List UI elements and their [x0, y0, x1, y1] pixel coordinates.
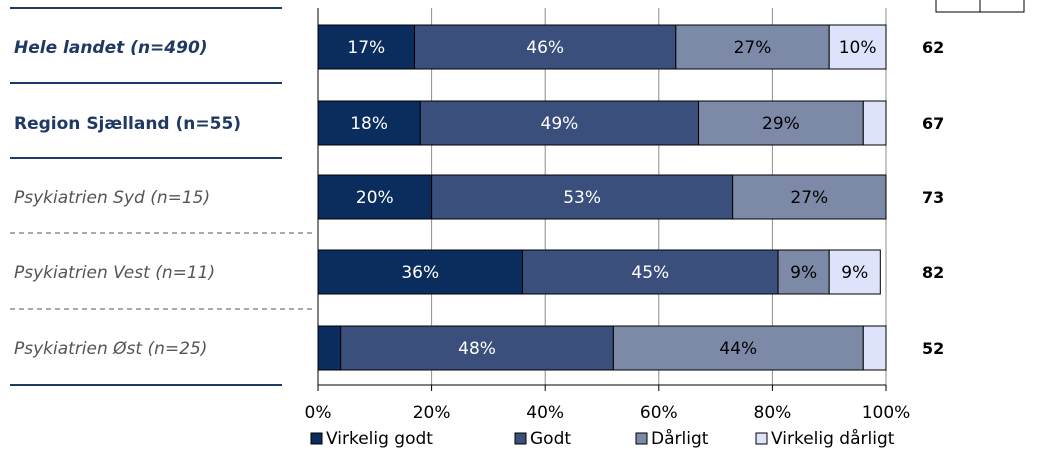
bar-segment	[340, 325, 614, 371]
legend-swatch	[514, 432, 527, 445]
bar-segment	[698, 100, 864, 146]
bar-segment	[317, 325, 342, 371]
category-label: Psykiatrien Vest (n=11)	[14, 263, 215, 283]
score-value: 62	[922, 38, 944, 57]
bar-segment	[317, 100, 421, 146]
x-axis: 0% 20% 40% 60% 80% 100%	[305, 8, 911, 423]
bars: 17% 46% 27% 10% 18% 49% 29% 20% 53% 27% 36% 45% 9% 9%…	[317, 24, 887, 371]
bar-segment	[862, 325, 887, 371]
legend-label: Dårligt	[651, 428, 709, 449]
legend: Virkelig godt Godt Dårligt Virkelig dårligt	[310, 428, 895, 449]
bar-segment	[419, 100, 700, 146]
bar-data-label: 27%	[790, 188, 828, 208]
legend-swatch	[635, 432, 648, 445]
bar-segment	[732, 174, 887, 220]
x-tick-label: 100%	[862, 403, 911, 423]
category-label: Psykiatrien Øst (n=25)	[14, 339, 207, 359]
bar-segment	[414, 24, 677, 70]
bar-data-label: 49%	[541, 114, 579, 134]
score-value: 67	[922, 114, 944, 133]
score-value: 82	[922, 263, 944, 282]
legend-label: Virkelig dårligt	[771, 428, 895, 449]
category-label: Psykiatrien Syd (n=15)	[14, 188, 210, 208]
bar-segment	[431, 174, 734, 220]
category-label: Hele landet (n=490)	[14, 38, 208, 58]
x-tick-label: 60%	[640, 403, 678, 423]
bar-data-label: 20%	[356, 188, 394, 208]
x-tick-label: 40%	[526, 403, 564, 423]
bar-segment	[612, 325, 864, 371]
legend-label: Godt	[530, 429, 571, 449]
bar-data-label: 46%	[526, 38, 564, 58]
bar-segment	[777, 249, 830, 295]
bar-segment	[828, 24, 887, 70]
bar-segment	[317, 24, 416, 70]
legend-label: Virkelig godt	[326, 429, 433, 449]
category-labels: Hele landet (n=490) Region Sjælland (n=55…	[14, 38, 241, 359]
bar-data-label: 9%	[790, 263, 817, 283]
bar-segment	[521, 249, 779, 295]
bar-data-label: 48%	[458, 339, 496, 359]
x-tick-label: 20%	[413, 403, 451, 423]
bar-segment	[862, 100, 887, 146]
scores: 62 67 73 82 52	[922, 38, 944, 358]
bar-data-label: 45%	[631, 263, 669, 283]
bar-segment	[828, 249, 881, 295]
bar-data-label: 17%	[347, 38, 385, 58]
bar-data-label: 36%	[401, 263, 439, 283]
bar-data-label: 44%	[719, 339, 757, 359]
top-right-box	[935, 0, 1025, 13]
bar-data-label: 10%	[839, 38, 877, 58]
row-separators	[10, 7, 312, 386]
bar-data-label: 29%	[762, 114, 800, 134]
bar-data-label: 53%	[563, 188, 601, 208]
bar-data-label: 27%	[734, 38, 772, 58]
category-label: Region Sjælland (n=55)	[14, 114, 241, 134]
bar-data-label: 9%	[841, 263, 868, 283]
score-value: 73	[922, 188, 944, 207]
x-tick-label: 0%	[305, 403, 332, 423]
bar-segment	[317, 249, 523, 295]
legend-swatch	[310, 432, 323, 445]
bar-data-label: 18%	[350, 114, 388, 134]
x-tick-label: 80%	[754, 403, 792, 423]
score-value: 52	[922, 339, 944, 358]
legend-swatch	[755, 432, 768, 445]
